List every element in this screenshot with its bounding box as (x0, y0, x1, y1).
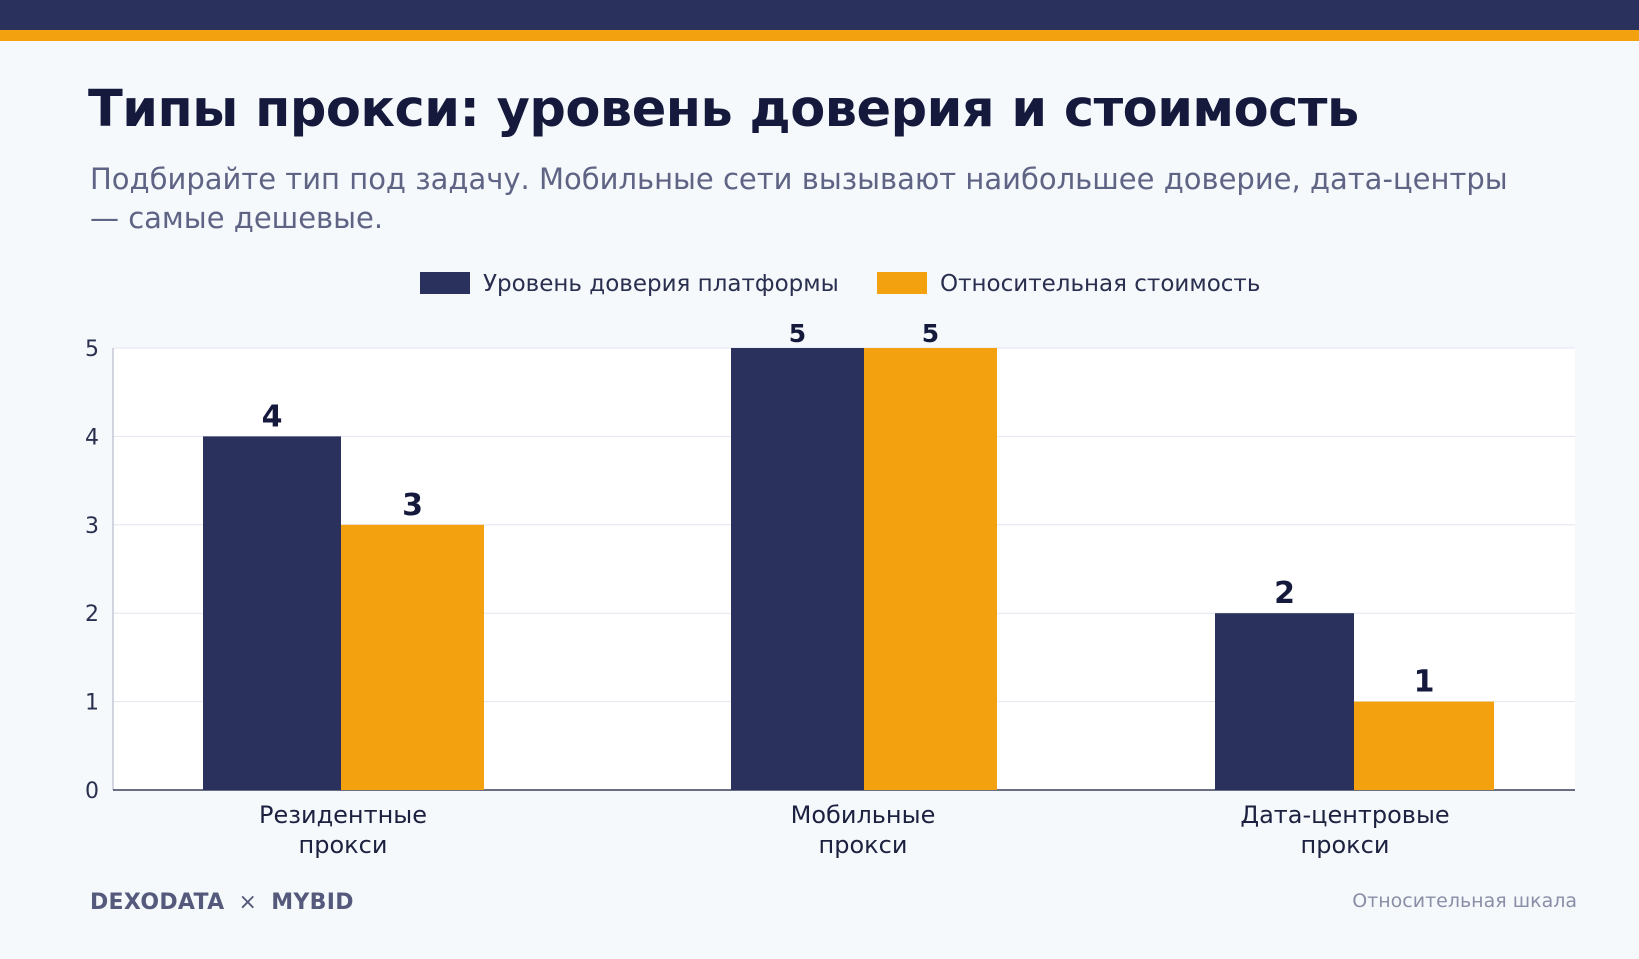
y-tick-label: 0 (85, 779, 99, 804)
data-label: 2 (1274, 576, 1295, 611)
bar-trust (1215, 613, 1354, 790)
top-bar (0, 0, 1639, 30)
x-tick-label: Дата-центровые (1240, 801, 1449, 829)
bar-cost (341, 524, 484, 790)
page-title: Типы прокси: уровень доверия и стоимость (88, 80, 1359, 139)
x-tick-label: Резидентные (259, 801, 427, 829)
page-subtitle: Подбирайте тип под задачу. Мобильные сет… (90, 162, 1508, 235)
y-tick-label: 4 (85, 425, 99, 450)
x-tick-label: прокси (819, 831, 908, 859)
x-tick-label: Мобильные (791, 801, 936, 829)
bar-trust (203, 436, 341, 790)
legend-swatch (877, 272, 927, 294)
legend-label: Уровень доверия платформы (483, 271, 839, 297)
accent-bar (0, 30, 1639, 41)
data-label: 4 (262, 399, 283, 434)
scale-note: Относительная шкала (1352, 890, 1577, 912)
data-label: 3 (402, 488, 423, 523)
data-label: 5 (789, 319, 806, 348)
bar-cost (1354, 701, 1494, 790)
y-tick-label: 2 (85, 602, 99, 627)
brand-mybid: MYBID (271, 890, 354, 915)
data-label: 1 (1414, 665, 1435, 700)
legend-swatch (420, 272, 470, 294)
x-tick-label: прокси (1301, 831, 1390, 859)
brand-dexodata: DEXODATA (90, 890, 225, 915)
data-label: 5 (922, 319, 939, 348)
y-tick-label: 3 (85, 514, 99, 539)
bar-cost (864, 348, 997, 790)
bar-trust (731, 348, 864, 790)
brand-separator: × (238, 890, 258, 915)
y-tick-label: 5 (85, 337, 99, 362)
x-tick-label: прокси (299, 831, 388, 859)
legend-label: Относительная стоимость (940, 271, 1260, 297)
footer-brand: DEXODATA × MYBID (90, 890, 354, 915)
y-tick-label: 1 (85, 691, 99, 716)
